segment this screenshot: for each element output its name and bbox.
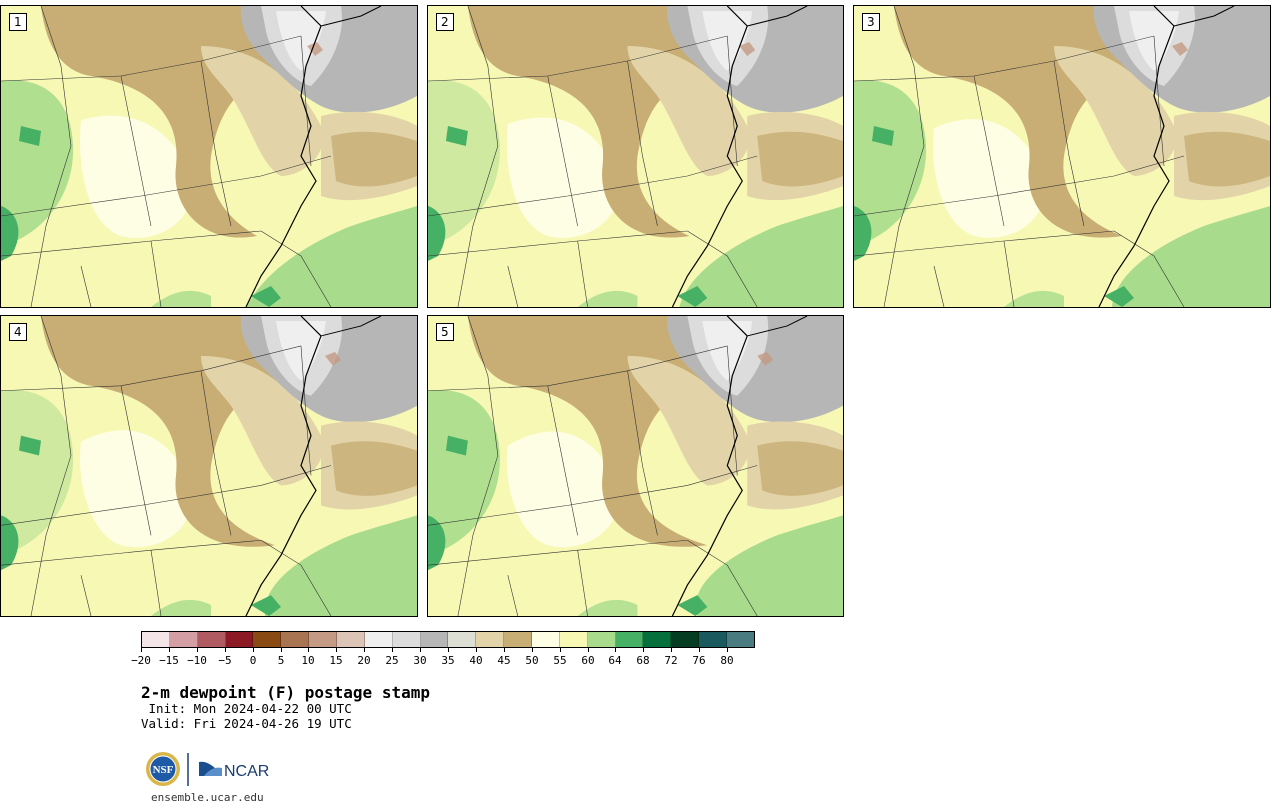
colorbar-tick [364, 648, 365, 652]
colorbar-tick [615, 648, 616, 652]
colorbar-tick [308, 648, 309, 652]
colorbar-segment [197, 632, 226, 647]
nsf-logo: NSF [146, 752, 180, 786]
colorbar-segment [587, 632, 616, 647]
dewpoint-map [1, 316, 417, 616]
colorbar-tick [420, 648, 421, 652]
panel-label: 1 [9, 13, 27, 31]
panel-label: 4 [9, 323, 27, 341]
colorbar-ticks: −20 −15 −10 −5 0 5 10 15 20 25 30 35 40 45 50 55 60 64 68 7… [131, 648, 755, 668]
ncar-logo: NCAR [199, 760, 269, 780]
map-panel-5: 5 [427, 315, 844, 617]
colorbar-segment [699, 632, 728, 647]
map-panel-2: 2 [427, 5, 844, 308]
colorbar-segment [225, 632, 254, 647]
panel-label: 3 [862, 13, 880, 31]
colorbar-tick [476, 648, 477, 652]
panel-label: 2 [436, 13, 454, 31]
map-panel-3: 3 [853, 5, 1271, 308]
colorbar-tick-label: 50 [525, 654, 539, 667]
colorbar-tick [448, 648, 449, 652]
colorbar-tick [699, 648, 700, 652]
colorbar-segment [476, 632, 505, 647]
colorbar-tick [253, 648, 254, 652]
colorbar-segment [169, 632, 198, 647]
colorbar-tick-label: 64 [608, 654, 622, 667]
colorbar-tick-label: 15 [329, 654, 343, 667]
dewpoint-map [428, 316, 843, 616]
colorbar-tick [336, 648, 337, 652]
colorbar-segment [448, 632, 477, 647]
colorbar-tick-label: 72 [664, 654, 678, 667]
logos: NSF NCAR [144, 750, 284, 790]
colorbar-tick [588, 648, 589, 652]
init-time: Init: Mon 2024-04-22 00 UTC [141, 701, 352, 716]
colorbar-tick-label: 68 [636, 654, 650, 667]
colorbar-tick-label: 0 [249, 654, 257, 667]
colorbar-tick-label: 40 [469, 654, 483, 667]
colorbar-tick [197, 648, 198, 652]
colorbar-segment [420, 632, 449, 647]
colorbar-tick [504, 648, 505, 652]
colorbar-tick-label: −5 [218, 654, 232, 667]
colorbar-tick [671, 648, 672, 652]
colorbar-segment [504, 632, 533, 647]
colorbar-segment [643, 632, 672, 647]
colorbar-segment [727, 632, 754, 647]
map-panel-4: 4 [0, 315, 418, 617]
colorbar-tick-label: −15 [159, 654, 179, 667]
colorbar-tick [225, 648, 226, 652]
colorbar-tick [532, 648, 533, 652]
colorbar-tick-label: 80 [720, 654, 734, 667]
colorbar [141, 631, 755, 648]
colorbar-segment [364, 632, 393, 647]
chart-title: 2-m dewpoint (F) postage stamp [141, 683, 430, 702]
colorbar-tick [560, 648, 561, 652]
colorbar-segment [559, 632, 588, 647]
colorbar-tick-label: 35 [441, 654, 455, 667]
website-url: ensemble.ucar.edu [151, 791, 264, 804]
colorbar-tick-label: −20 [131, 654, 151, 667]
colorbar-tick [141, 648, 142, 652]
valid-time: Valid: Fri 2024-04-26 19 UTC [141, 716, 352, 731]
colorbar-tick-label: 45 [497, 654, 511, 667]
dewpoint-map [428, 6, 843, 307]
colorbar-tick [727, 648, 728, 652]
colorbar-segment [142, 632, 170, 647]
colorbar-tick-label: 76 [692, 654, 706, 667]
colorbar-segment [532, 632, 560, 647]
colorbar-tick [643, 648, 644, 652]
dewpoint-map [1, 6, 417, 307]
colorbar-tick [392, 648, 393, 652]
panel-label: 5 [436, 323, 454, 341]
colorbar-tick-label: 10 [301, 654, 315, 667]
colorbar-tick-label: 5 [277, 654, 285, 667]
colorbar-segment [253, 632, 282, 647]
colorbar-tick [169, 648, 170, 652]
colorbar-tick-label: −10 [187, 654, 207, 667]
colorbar-tick [281, 648, 282, 652]
colorbar-tick-label: 55 [553, 654, 567, 667]
map-panel-1: 1 [0, 5, 418, 308]
colorbar-tick-label: 60 [581, 654, 595, 667]
colorbar-segment [671, 632, 700, 647]
colorbar-tick-label: 20 [357, 654, 371, 667]
colorbar-segment [281, 632, 310, 647]
svg-text:NCAR: NCAR [224, 763, 269, 780]
colorbar-segment [337, 632, 365, 647]
colorbar-tick-label: 30 [413, 654, 427, 667]
colorbar-segment [615, 632, 644, 647]
svg-text:NSF: NSF [153, 764, 174, 776]
dewpoint-map [854, 6, 1270, 307]
colorbar-segment [309, 632, 338, 647]
colorbar-tick-label: 25 [385, 654, 399, 667]
colorbar-segment [392, 632, 421, 647]
